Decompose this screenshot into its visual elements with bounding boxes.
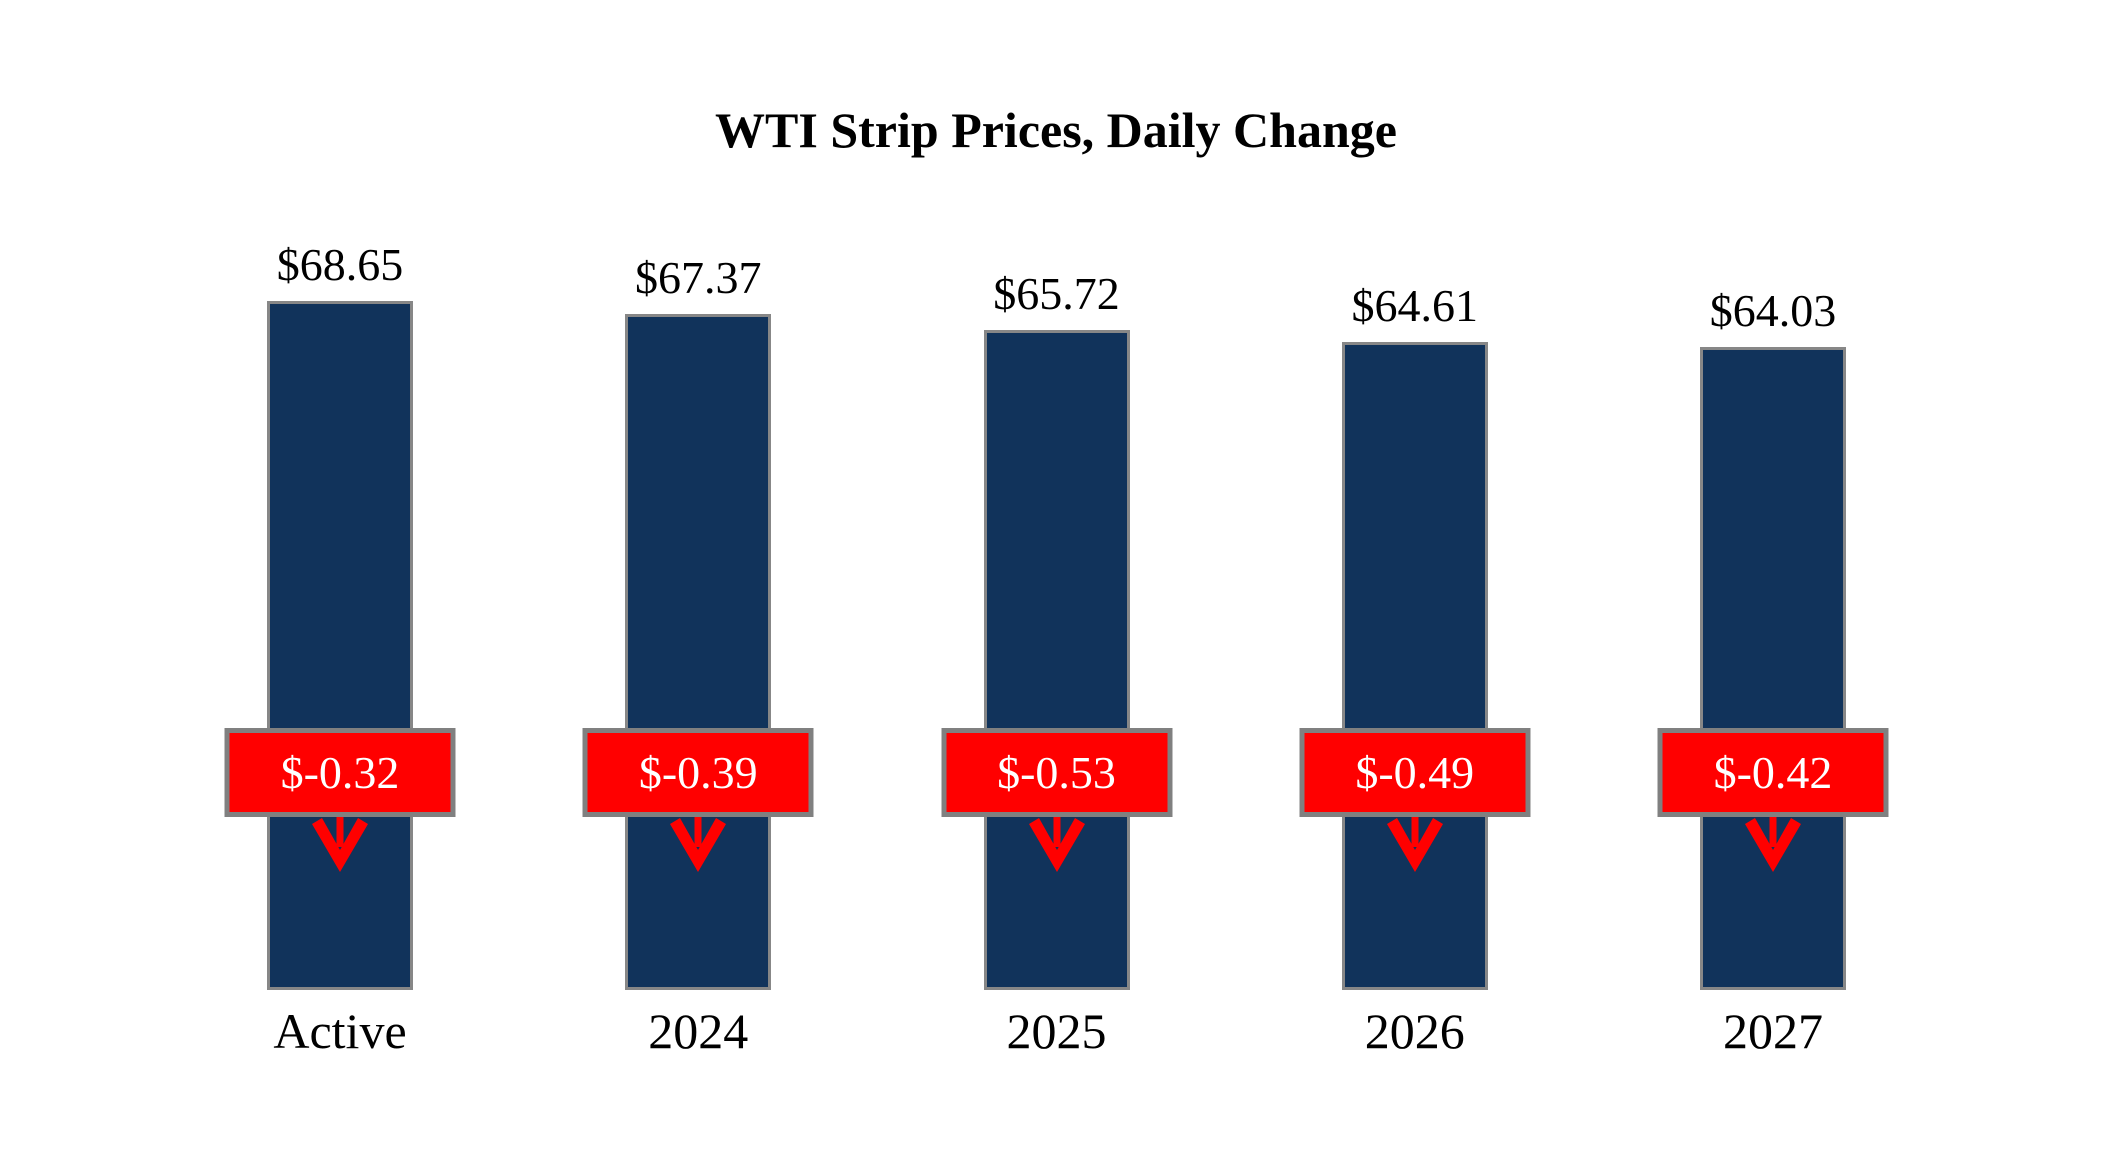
change-value-label: $-0.32 [280,746,400,798]
change-badge: $-0.49 [1299,728,1531,817]
price-bar [625,314,772,990]
change-value-label: $-0.42 [1713,746,1833,798]
price-bar [983,330,1130,990]
change-badge: $-0.42 [1657,728,1889,817]
bar-column: $68.65 $-0.32 Active [161,0,519,1152]
price-value-label: $67.37 [635,252,762,304]
bar-column: $64.03 $-0.42 2027 [1594,0,1952,1152]
price-bar [1341,342,1488,990]
change-value-label: $-0.39 [638,746,758,798]
category-label: 2026 [1364,1003,1465,1059]
category-label: 2025 [1006,1003,1107,1059]
change-badge: $-0.39 [582,728,814,817]
down-arrow-icon [668,816,728,874]
price-value-label: $64.03 [1709,285,1837,337]
down-arrow-icon [1743,816,1803,874]
change-value-label: $-0.53 [997,746,1116,798]
chart-title: WTI Strip Prices, Daily Change [715,102,1397,158]
change-badge: $-0.32 [224,728,456,817]
price-bar [267,301,413,990]
bar-column: $64.61 $-0.49 2026 [1236,0,1594,1152]
down-arrow-icon [310,816,370,874]
price-value-label: $68.65 [276,239,404,291]
category-label: 2027 [1723,1003,1823,1059]
category-label: Active [273,1003,407,1059]
down-arrow-icon [1385,816,1445,874]
price-value-label: $64.61 [1351,280,1479,332]
down-arrow-icon [1027,816,1087,874]
bar-column: $65.72 $-0.53 2025 [878,0,1236,1152]
category-label: 2024 [648,1003,749,1059]
change-badge: $-0.53 [941,728,1172,817]
bar-column: $67.37 $-0.39 2024 [519,0,877,1152]
change-value-label: $-0.49 [1355,746,1475,798]
price-bar [1700,347,1846,990]
price-value-label: $65.72 [993,268,1120,320]
